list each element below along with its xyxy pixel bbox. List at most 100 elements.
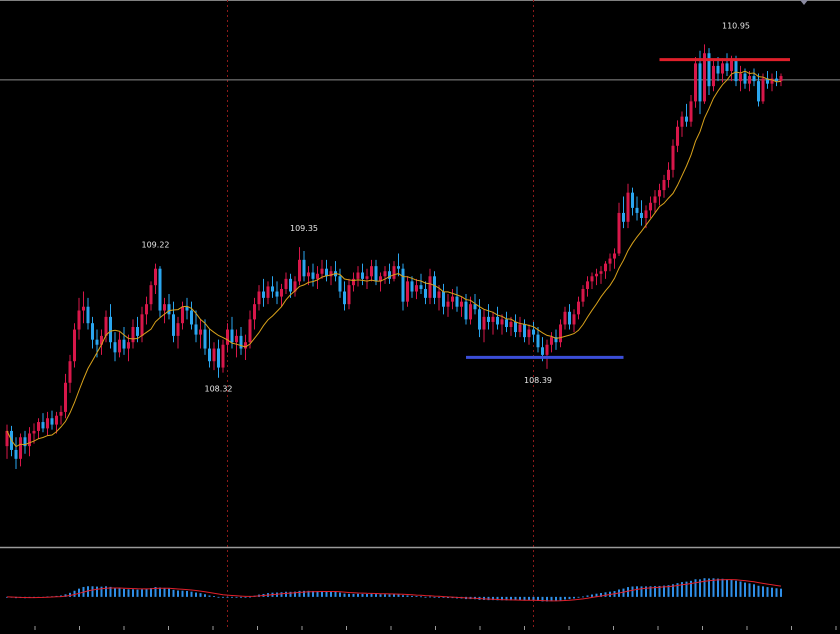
osc-bar-78 [357,593,359,597]
candle-46 [212,342,216,371]
osc-bar-50 [231,596,233,598]
candle-124 [563,306,567,330]
candle-body-89 [406,281,409,302]
candle-9 [46,411,49,436]
candle-body-81 [370,266,373,277]
candle-body-28 [131,327,135,343]
candle-body-164 [743,73,747,84]
candle-122 [554,329,558,350]
candle-body-142 [644,210,648,218]
candle-body-163 [739,73,742,82]
candle-116 [527,324,531,345]
candle-96 [437,285,441,311]
candle-body-117 [532,329,535,335]
candle-8 [41,413,45,433]
candle-90 [410,276,414,298]
candle-140 [635,196,639,221]
osc-bar-45 [208,595,211,597]
candle-body-43 [199,329,202,335]
osc-bar-88 [402,595,404,597]
candle-58 [266,281,270,305]
candle-body-130 [590,276,594,282]
osc-bar-163 [739,581,742,597]
candle-147 [667,162,670,188]
osc-bar-93 [424,596,427,598]
candle-body-22 [104,316,108,336]
osc-bar-159 [721,578,724,597]
candle-body-38 [176,323,180,336]
candle-34 [158,266,162,317]
osc-bar-71 [325,591,328,597]
candle-body-156 [707,53,711,87]
osc-bar-164 [744,582,746,597]
candle-100 [455,286,459,312]
candle-body-135 [613,253,616,259]
candle-body-25 [118,339,121,353]
candle-body-112 [509,321,513,327]
candle-body-58 [266,286,270,298]
osc-bar-109 [496,596,499,601]
candle-127 [577,296,580,320]
candle-51 [235,329,238,358]
candle-body-27 [127,342,130,349]
candle-153 [694,57,697,108]
candle-body-31 [145,304,148,315]
candle-body-39 [181,306,184,324]
candle-152 [689,95,693,127]
candle-body-162 [734,60,738,82]
candle-11 [55,411,58,434]
candle-body-127 [577,301,580,315]
osc-bar-22 [105,586,107,597]
candle-body-3 [19,437,22,459]
osc-bar-69 [316,591,319,597]
osc-bar-86 [393,594,395,597]
osc-bar-29 [136,589,139,597]
osc-bar-92 [420,596,422,598]
osc-bar-79 [361,593,364,597]
candle-body-139 [631,192,634,208]
candle-44 [203,319,207,355]
candle-body-14 [68,361,72,383]
osc-bar-111 [505,596,508,601]
osc-bar-28 [132,589,134,597]
candle-body-91 [415,285,418,292]
candle-49 [226,323,229,353]
candle-body-144 [653,196,657,203]
candle-body-7 [37,422,40,431]
candle-body-155 [703,53,706,102]
candle-body-45 [208,348,211,362]
price-label-3: 108.39 [524,376,552,385]
candle-19 [91,316,94,349]
osc-bar-65 [298,590,301,597]
scroll-arrow-icon[interactable] [800,0,808,5]
osc-bar-49 [226,596,229,598]
candle-63 [289,273,292,298]
candle-111 [505,311,508,333]
osc-bar-48 [222,596,224,598]
candle-body-104 [473,304,477,310]
osc-bar-27 [127,589,130,597]
candle-body-64 [293,281,297,292]
candle-75 [343,281,346,311]
candle-body-98 [446,301,450,307]
candle-28 [131,319,135,349]
candle-body-150 [680,116,684,127]
osc-bar-121 [550,596,553,602]
candle-156 [707,48,711,96]
candle-body-60 [275,291,279,297]
osc-bar-156 [708,578,710,597]
candle-57 [262,278,265,307]
osc-bar-70 [321,591,323,597]
osc-bar-125 [568,596,571,600]
osc-bar-144 [654,586,656,597]
candle-body-6 [32,430,36,434]
candle-168 [761,73,765,104]
candle-151 [685,103,688,127]
candle-body-131 [595,273,598,277]
candle-body-11 [55,415,58,425]
osc-bar-132 [600,593,602,597]
candle-114 [518,316,522,338]
osc-bar-31 [145,588,148,597]
candle-body-61 [280,288,283,297]
